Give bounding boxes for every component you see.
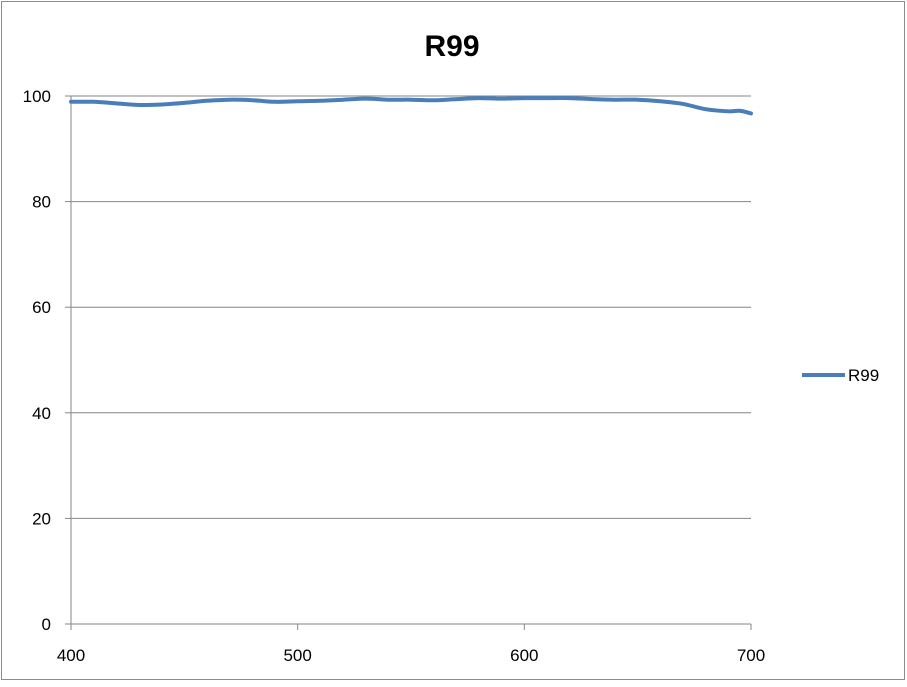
y-tick-label: 0 [42, 615, 51, 634]
x-tick-label: 700 [737, 646, 765, 665]
y-tick-label: 80 [32, 193, 51, 212]
x-tick-label: 500 [283, 646, 311, 665]
x-tick-label: 400 [57, 646, 85, 665]
legend-label: R99 [848, 366, 879, 385]
y-tick-label: 20 [32, 509, 51, 528]
y-tick-label: 100 [23, 87, 51, 106]
x-tick-label: 600 [510, 646, 538, 665]
legend: R99 [802, 366, 879, 385]
y-tick-label: 40 [32, 404, 51, 423]
y-tick-label: 60 [32, 298, 51, 317]
chart-title: R99 [424, 30, 479, 63]
series-line-r99 [69, 96, 753, 116]
